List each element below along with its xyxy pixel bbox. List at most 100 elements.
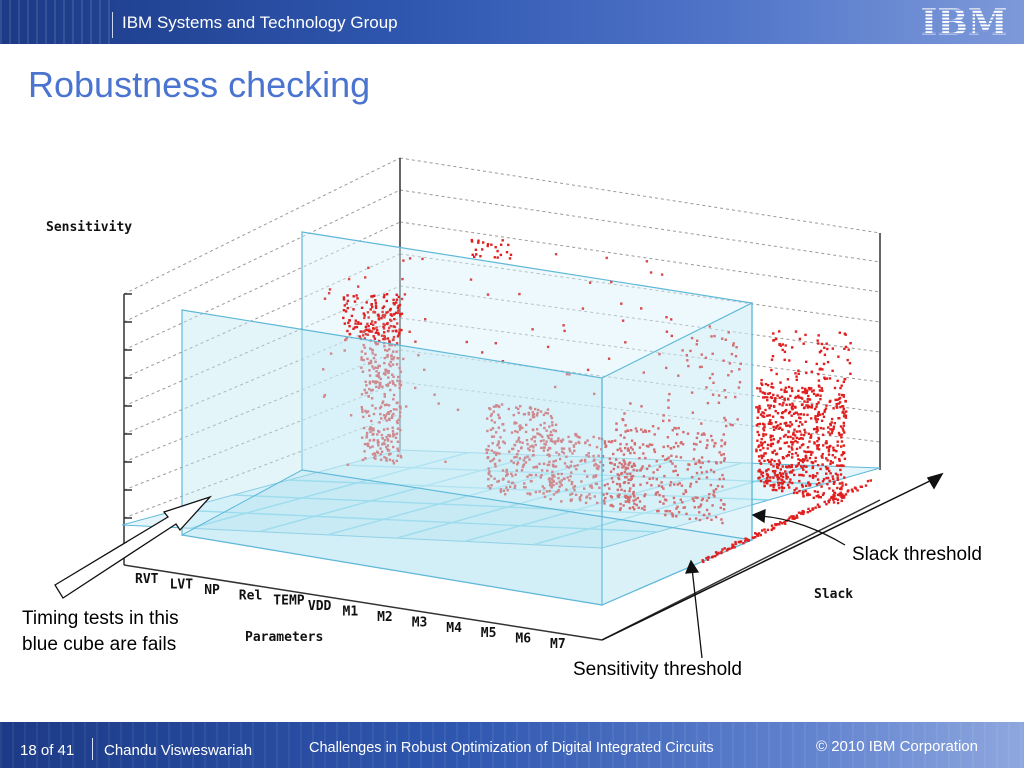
- data-point: [615, 482, 619, 486]
- data-point: [367, 266, 370, 269]
- data-point: [757, 477, 760, 480]
- data-point: [477, 241, 480, 244]
- parameter-label: NP: [204, 583, 220, 598]
- data-point: [782, 411, 785, 414]
- data-point: [797, 458, 800, 461]
- data-point: [573, 449, 576, 452]
- data-point: [360, 366, 363, 369]
- data-point: [479, 255, 482, 258]
- data-point: [728, 362, 732, 365]
- data-point: [817, 494, 820, 497]
- data-point: [543, 426, 546, 430]
- data-point: [622, 481, 626, 485]
- data-point: [565, 465, 569, 468]
- parameter-label: VDD: [308, 599, 332, 614]
- data-point: [708, 325, 711, 328]
- data-point: [776, 394, 779, 397]
- data-point: [763, 415, 766, 418]
- data-point: [391, 426, 394, 429]
- data-point: [374, 381, 377, 385]
- data-point: [801, 460, 805, 464]
- data-point: [380, 450, 384, 453]
- data-point: [371, 388, 374, 392]
- data-point: [547, 446, 551, 450]
- data-point: [387, 412, 391, 415]
- data-point: [838, 464, 841, 467]
- data-point: [378, 339, 381, 343]
- data-point: [580, 494, 583, 497]
- data-point: [572, 445, 576, 448]
- data-point: [437, 402, 440, 405]
- data-point: [673, 426, 676, 430]
- data-point: [510, 481, 514, 485]
- data-point: [677, 511, 681, 514]
- slack-strip-point: [756, 534, 760, 537]
- data-point: [565, 455, 568, 458]
- data-point: [783, 350, 787, 353]
- data-point: [414, 340, 417, 343]
- data-point: [554, 385, 557, 389]
- data-point: [585, 496, 588, 499]
- data-point: [797, 394, 800, 398]
- data-point: [474, 248, 478, 251]
- data-point: [838, 401, 842, 404]
- data-point: [772, 338, 776, 342]
- data-point: [610, 280, 613, 284]
- data-point: [766, 447, 769, 450]
- data-point: [552, 493, 556, 496]
- data-point: [377, 371, 380, 375]
- data-point: [348, 319, 351, 322]
- data-point: [667, 406, 670, 409]
- data-point: [386, 353, 389, 357]
- data-point: [470, 240, 474, 243]
- data-point: [387, 404, 391, 407]
- data-point: [815, 420, 818, 424]
- slack-strip-point: [714, 551, 718, 554]
- data-point: [615, 422, 618, 425]
- data-point: [550, 437, 553, 441]
- data-point: [677, 426, 680, 430]
- data-point: [795, 378, 798, 381]
- data-point: [396, 335, 400, 338]
- data-point: [695, 471, 699, 475]
- data-point: [776, 412, 780, 415]
- data-point: [392, 358, 395, 361]
- data-point: [554, 423, 558, 426]
- data-point: [627, 449, 630, 452]
- data-point: [395, 459, 398, 463]
- data-point: [357, 322, 360, 325]
- data-point: [368, 428, 371, 431]
- slack-strip-point: [711, 555, 715, 558]
- data-point: [481, 248, 484, 251]
- data-point: [823, 346, 826, 349]
- data-point: [385, 419, 388, 422]
- slack-strip-point: [731, 543, 734, 546]
- data-point: [709, 483, 713, 487]
- data-point: [624, 462, 627, 466]
- data-point: [497, 426, 500, 429]
- data-point: [444, 460, 447, 463]
- data-point: [560, 500, 563, 503]
- data-point: [622, 504, 625, 507]
- data-point: [395, 432, 399, 435]
- data-point: [819, 349, 823, 353]
- data-point: [542, 449, 546, 452]
- data-point: [560, 479, 564, 482]
- data-point: [842, 415, 846, 418]
- data-point: [755, 450, 758, 453]
- data-point: [793, 434, 797, 437]
- data-point: [643, 494, 646, 498]
- data-point: [530, 438, 533, 441]
- data-point: [782, 435, 786, 438]
- data-point: [384, 373, 387, 376]
- data-point: [377, 444, 380, 447]
- data-point: [529, 445, 532, 448]
- data-point: [618, 493, 621, 496]
- data-point: [804, 454, 808, 458]
- data-point: [568, 449, 572, 453]
- data-point: [382, 428, 386, 431]
- data-point: [386, 330, 390, 333]
- data-point: [620, 488, 623, 491]
- data-point: [392, 445, 395, 449]
- data-point: [765, 470, 768, 473]
